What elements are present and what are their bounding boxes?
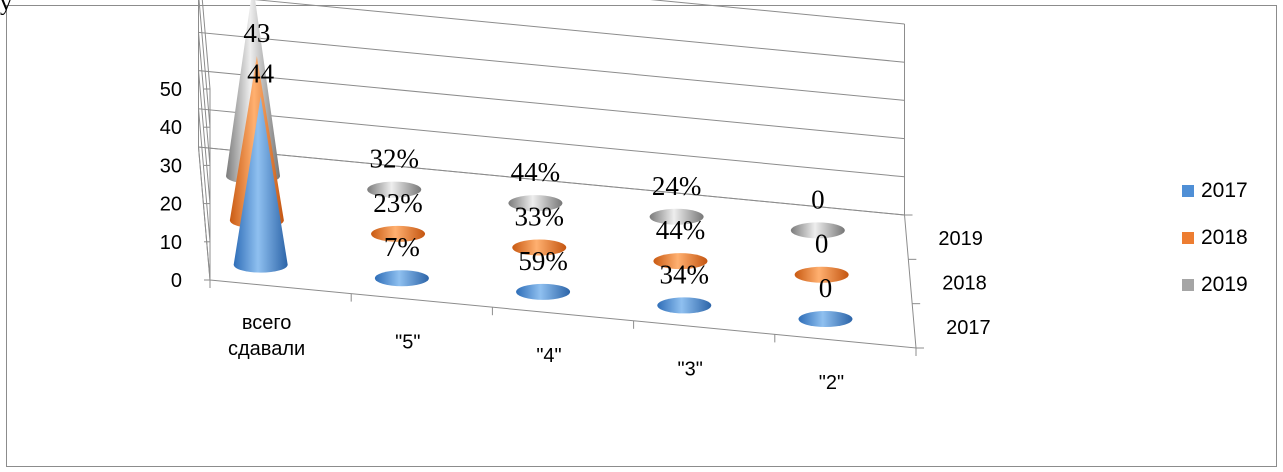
depth-axis-label: 2019 <box>938 228 983 250</box>
y-tick-label: 40 <box>160 117 182 139</box>
depth-axis-label: 2017 <box>946 317 991 339</box>
cone-base-2019-4 <box>790 222 845 239</box>
chart-frame <box>6 5 1277 467</box>
gridline <box>198 0 905 128</box>
data-label-2018-4: 0 <box>815 229 829 259</box>
data-label-2017-1: 7% <box>384 232 420 262</box>
depth-axis-series-labels: 2017 2018 2019 <box>938 228 990 339</box>
category-label: всего сдавали <box>228 312 305 360</box>
legend-label: 2017 <box>1201 179 1248 202</box>
cone-base-2019-3 <box>649 208 704 225</box>
data-label-2019-2: 44% <box>511 157 561 187</box>
cone-base-2018-4 <box>794 266 849 283</box>
y-tick-label: 30 <box>160 155 182 177</box>
cone-base-2018-2 <box>512 239 567 256</box>
y-tick-label: 20 <box>160 194 182 216</box>
cone-base-2018-3 <box>653 253 708 270</box>
y-tick-label: 50 <box>160 79 182 101</box>
depth-axis-label: 2018 <box>942 273 987 295</box>
data-label-2017-2: 59% <box>518 246 568 276</box>
category-label: "3" <box>678 359 703 381</box>
legend-label: 2019 <box>1201 273 1248 296</box>
category-label: "2" <box>819 372 844 394</box>
legend-label: 2018 <box>1201 226 1248 249</box>
cone-base-2017-1 <box>374 270 429 287</box>
cone-base-2019-2 <box>508 195 563 212</box>
y-tick-label: 0 <box>171 270 182 292</box>
y-tick-label: 10 <box>160 232 182 254</box>
x-axis-category-labels: всего сдавали "5" "4" "3" "2" <box>228 312 844 394</box>
cone-base-2018-1 <box>371 225 426 242</box>
data-label-2019-3: 24% <box>652 171 702 201</box>
cropped-text-fragment: у <box>0 0 12 16</box>
gridline <box>201 0 905 90</box>
data-label-2019-1: 32% <box>369 144 419 174</box>
y-axis-tick-labels: 0 10 20 30 40 50 <box>160 79 182 292</box>
data-label-2018-0: 43 <box>243 18 270 48</box>
data-label-2017-0: 44 <box>247 59 275 89</box>
cone-base-2017-2 <box>516 283 571 300</box>
chart-walls <box>197 0 924 356</box>
category-label: "5" <box>395 331 420 353</box>
cone-base-2019-1 <box>367 181 422 198</box>
legend-swatch <box>1182 185 1194 197</box>
data-label-2018-2: 33% <box>515 202 565 232</box>
data-label-2018-1: 23% <box>373 188 423 218</box>
legend: 2017 2018 2019 <box>1182 179 1248 296</box>
data-label-2017-4: 0 <box>819 273 833 303</box>
cone-base-2017-4 <box>798 311 853 328</box>
data-label-2019-4: 0 <box>811 184 825 214</box>
legend-swatch <box>1182 232 1194 244</box>
legend-swatch <box>1182 279 1194 291</box>
chart-marks <box>226 0 853 328</box>
cone-2017-0 <box>233 96 288 273</box>
cone-base-2017-3 <box>657 297 712 314</box>
data-label-2018-3: 44% <box>656 215 706 245</box>
data-label-2017-3: 34% <box>660 259 710 289</box>
category-label: "4" <box>536 345 561 367</box>
